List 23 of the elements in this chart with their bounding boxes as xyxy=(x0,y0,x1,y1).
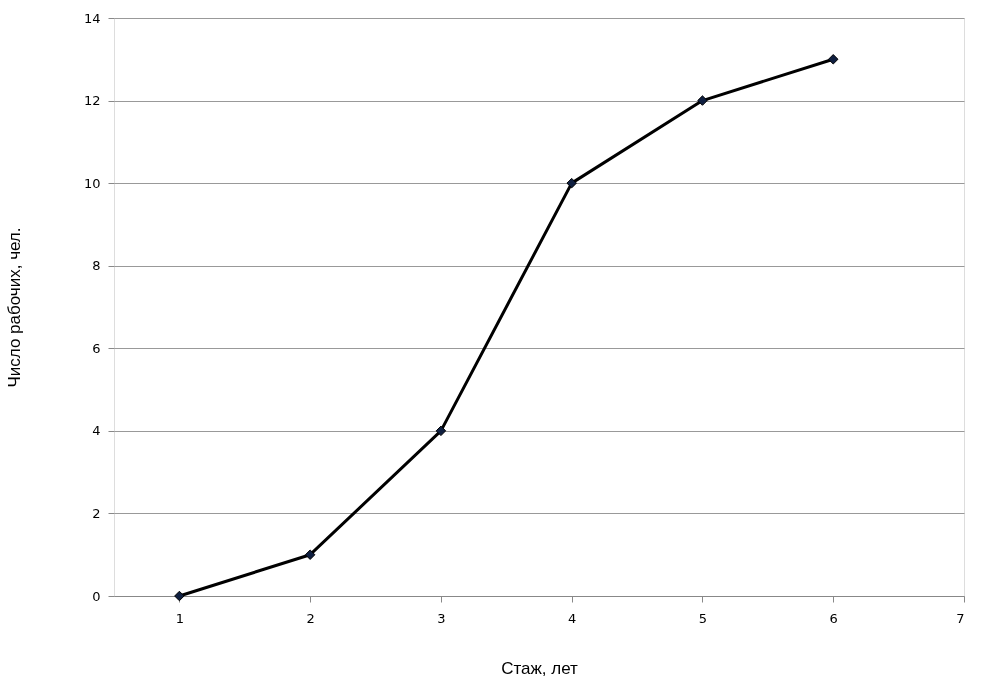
y-tick-label: 10 xyxy=(83,175,101,191)
point xyxy=(697,95,708,106)
y-tick-label: 0 xyxy=(92,588,101,604)
y-tick-label: 6 xyxy=(92,340,101,356)
y-tick-label: 12 xyxy=(83,93,101,109)
x-tick-label: 6 xyxy=(829,610,838,626)
x-tick-label: 5 xyxy=(698,610,708,626)
point xyxy=(827,54,839,65)
y-tick-label: 4 xyxy=(92,423,101,439)
x-tick-label: 3 xyxy=(437,610,446,626)
point xyxy=(435,425,447,437)
x-tick-label: 4 xyxy=(568,610,577,626)
y-tick-label: 8 xyxy=(92,258,101,274)
x-tick-label: 7 xyxy=(956,610,965,626)
x-tick-label: 1 xyxy=(175,610,185,626)
y-axis-title: Число рабочих, чел. xyxy=(4,227,24,388)
x-tick-label: 2 xyxy=(306,610,315,626)
point xyxy=(304,549,316,560)
y-tick-label: 2 xyxy=(92,505,101,521)
point xyxy=(174,590,185,602)
x-axis-title: Стаж, лет xyxy=(501,658,579,678)
point xyxy=(566,177,577,189)
y-tick-label: 14 xyxy=(83,10,101,26)
